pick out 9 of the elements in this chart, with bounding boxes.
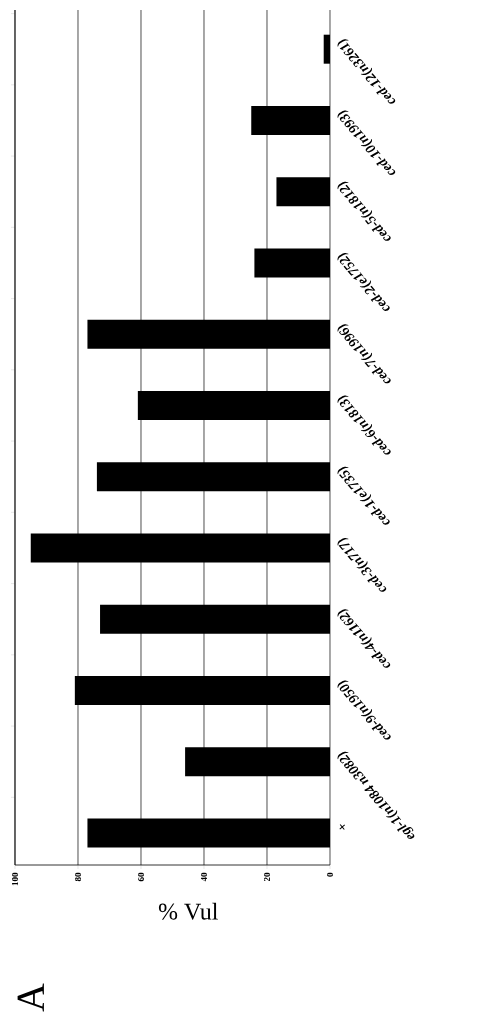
x-tick-label: 60: [137, 872, 145, 882]
x-tick-label: 0: [326, 872, 334, 877]
y-tick-label: +: [339, 824, 346, 830]
x-tick-label: 20: [263, 872, 271, 882]
x-tick-label: 100: [11, 872, 19, 886]
x-tick-label: 40: [200, 872, 208, 882]
x-tick-label: 80: [74, 872, 82, 882]
text: A: [17, 983, 44, 1012]
x-axis-title: % Vul: [158, 902, 218, 920]
